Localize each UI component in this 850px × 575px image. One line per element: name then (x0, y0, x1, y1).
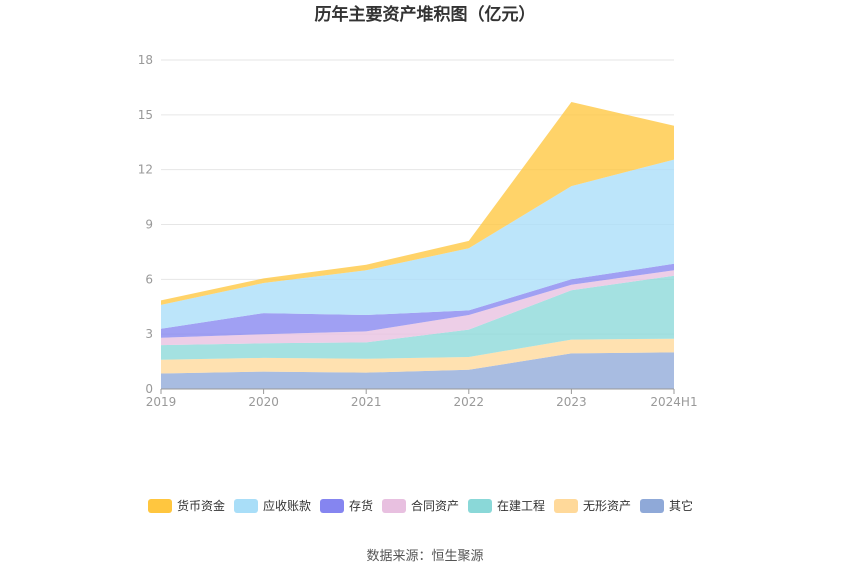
legend-label: 货币资金 (177, 498, 225, 513)
legend-label: 应收账款 (263, 498, 311, 513)
legend-item[interactable]: 应收账款 (234, 498, 311, 513)
area-series-0 (161, 352, 674, 389)
y-tick-label: 12 (138, 163, 153, 177)
x-tick-label: 2019 (146, 395, 177, 409)
area-series-1 (161, 338, 674, 374)
legend-swatch (382, 499, 406, 513)
x-tick-label: 2021 (351, 395, 382, 409)
legend-item[interactable]: 合同资产 (382, 498, 459, 513)
y-tick-label: 15 (138, 108, 153, 122)
y-tick-label: 9 (145, 218, 153, 232)
chart-title: 历年主要资产堆积图（亿元） (315, 4, 536, 25)
legend-label: 无形资产 (583, 499, 631, 513)
axes: 0 3 6 9 12 15 18 2019 2020 2021 2022 2023 2024H1 (138, 53, 698, 409)
x-tick-label: 2020 (248, 395, 279, 409)
area-series-2 (161, 275, 674, 360)
y-tick-label: 0 (145, 382, 153, 396)
legend-swatch (234, 499, 258, 513)
source-note: 数据来源：恒生聚源 (366, 549, 483, 564)
y-tick-label: 18 (138, 53, 153, 67)
legend-swatch (640, 499, 664, 513)
legend-label: 存货 (349, 498, 373, 513)
legend-item[interactable]: 在建工程 (468, 498, 545, 513)
area-series-6 (161, 102, 674, 305)
legend-swatch (320, 499, 344, 513)
x-tick-label: 2024H1 (650, 395, 697, 409)
area-series (161, 102, 674, 389)
legend-item[interactable]: 存货 (320, 498, 373, 513)
legend-item[interactable]: 货币资金 (148, 498, 225, 513)
legend-swatch (468, 499, 492, 513)
legend-label: 合同资产 (411, 498, 459, 513)
x-tick-label: 2023 (556, 395, 587, 409)
legend-label: 在建工程 (497, 498, 545, 513)
x-tick-label: 2022 (454, 395, 485, 409)
legend-swatch (148, 499, 172, 513)
area-series-5 (161, 159, 674, 329)
legend-swatch (554, 499, 578, 513)
y-tick-label: 3 (145, 327, 153, 341)
area-series-3 (161, 270, 674, 346)
legend[interactable]: 货币资金 应收账款 存货 合同资产 在建工程 无形资产 其它 (148, 498, 693, 513)
legend-item[interactable]: 其它 (640, 498, 693, 513)
y-tick-label: 6 (145, 272, 153, 286)
area-series-4 (161, 263, 674, 338)
legend-label: 其它 (669, 498, 693, 513)
legend-item[interactable]: 无形资产 (554, 499, 631, 513)
